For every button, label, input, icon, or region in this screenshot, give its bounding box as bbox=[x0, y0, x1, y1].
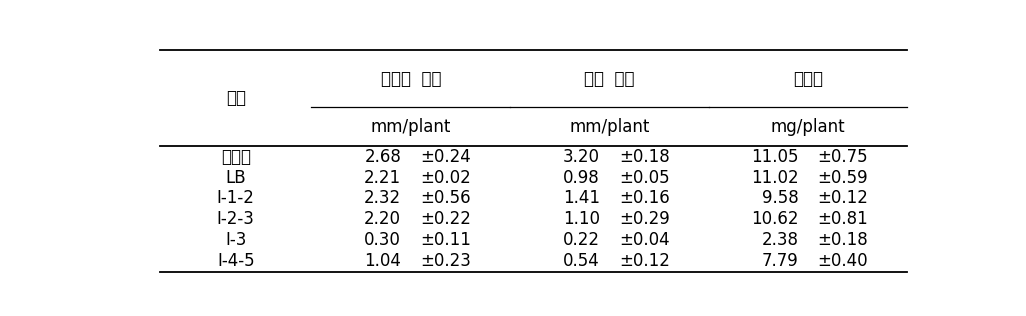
Text: mm/plant: mm/plant bbox=[370, 118, 451, 136]
Text: ±0.12: ±0.12 bbox=[818, 189, 869, 207]
Text: I-4-5: I-4-5 bbox=[216, 252, 254, 270]
Text: 11.05: 11.05 bbox=[751, 148, 798, 166]
Text: ±0.56: ±0.56 bbox=[421, 189, 471, 207]
Text: ±0.18: ±0.18 bbox=[818, 231, 868, 249]
Text: 들리  길이: 들리 길이 bbox=[584, 70, 635, 88]
Text: ±0.12: ±0.12 bbox=[619, 252, 670, 270]
Text: 3.20: 3.20 bbox=[563, 148, 600, 166]
Text: 0.30: 0.30 bbox=[364, 231, 401, 249]
Text: 1.41: 1.41 bbox=[563, 189, 600, 207]
Text: 11.02: 11.02 bbox=[751, 168, 798, 186]
Text: I-1-2: I-1-2 bbox=[216, 189, 254, 207]
Text: 첫리: 첫리 bbox=[226, 89, 246, 107]
Text: 1.10: 1.10 bbox=[563, 210, 600, 228]
Text: 2.32: 2.32 bbox=[364, 189, 401, 207]
Text: I-3: I-3 bbox=[225, 231, 246, 249]
Text: 지상부  길이: 지상부 길이 bbox=[381, 70, 441, 88]
Text: 1.04: 1.04 bbox=[364, 252, 401, 270]
Text: 0.98: 0.98 bbox=[563, 168, 600, 186]
Text: 2.21: 2.21 bbox=[364, 168, 401, 186]
Text: ±0.24: ±0.24 bbox=[421, 148, 471, 166]
Text: 0.22: 0.22 bbox=[563, 231, 600, 249]
Text: I-2-3: I-2-3 bbox=[216, 210, 254, 228]
Text: 0.54: 0.54 bbox=[563, 252, 600, 270]
Text: mm/plant: mm/plant bbox=[569, 118, 649, 136]
Text: ±0.16: ±0.16 bbox=[619, 189, 670, 207]
Text: 7.79: 7.79 bbox=[762, 252, 798, 270]
Text: 2.38: 2.38 bbox=[761, 231, 798, 249]
Text: ±0.18: ±0.18 bbox=[619, 148, 670, 166]
Text: ±0.40: ±0.40 bbox=[818, 252, 868, 270]
Text: 9.58: 9.58 bbox=[762, 189, 798, 207]
Text: ±0.29: ±0.29 bbox=[619, 210, 670, 228]
Text: ±0.02: ±0.02 bbox=[421, 168, 471, 186]
Text: 생체중: 생체중 bbox=[793, 70, 823, 88]
Text: mg/plant: mg/plant bbox=[771, 118, 845, 136]
Text: ±0.59: ±0.59 bbox=[818, 168, 868, 186]
Text: 2.20: 2.20 bbox=[364, 210, 401, 228]
Text: 무첫리: 무첫리 bbox=[221, 148, 250, 166]
Text: LB: LB bbox=[226, 168, 246, 186]
Text: ±0.22: ±0.22 bbox=[421, 210, 471, 228]
Text: ±0.05: ±0.05 bbox=[619, 168, 670, 186]
Text: ±0.23: ±0.23 bbox=[421, 252, 471, 270]
Text: 10.62: 10.62 bbox=[751, 210, 798, 228]
Text: ±0.75: ±0.75 bbox=[818, 148, 868, 166]
Text: ±0.04: ±0.04 bbox=[619, 231, 670, 249]
Text: 2.68: 2.68 bbox=[364, 148, 401, 166]
Text: ±0.11: ±0.11 bbox=[421, 231, 471, 249]
Text: ±0.81: ±0.81 bbox=[818, 210, 868, 228]
